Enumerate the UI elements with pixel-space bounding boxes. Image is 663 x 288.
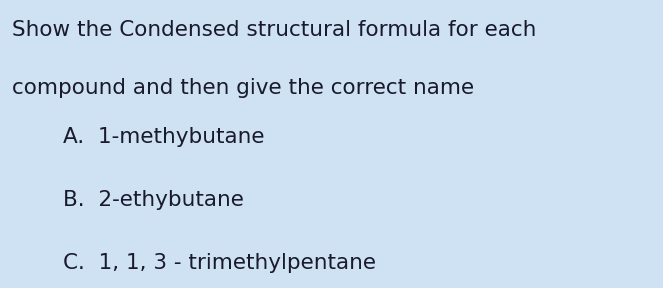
Text: Show the Condensed structural formula for each: Show the Condensed structural formula fo… <box>12 20 536 40</box>
Text: B.  2-ethybutane: B. 2-ethybutane <box>63 190 244 210</box>
Text: A.  1-methybutane: A. 1-methybutane <box>63 127 265 147</box>
Text: C.  1, 1, 3 - trimethylpentane: C. 1, 1, 3 - trimethylpentane <box>63 253 376 273</box>
Text: compound and then give the correct name: compound and then give the correct name <box>12 78 474 98</box>
